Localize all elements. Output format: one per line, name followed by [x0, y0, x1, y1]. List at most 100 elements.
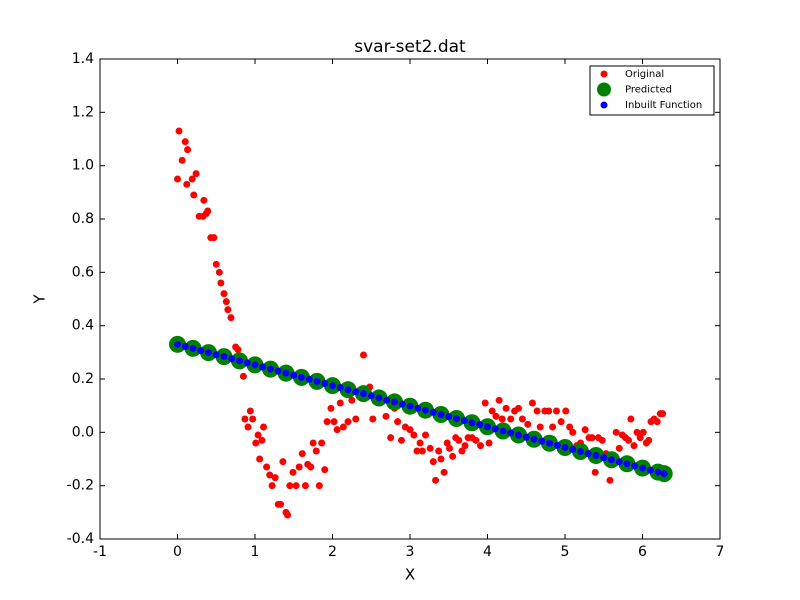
point: [289, 468, 297, 476]
point: [484, 423, 491, 431]
point: [406, 402, 414, 410]
point: [443, 439, 451, 447]
point: [339, 423, 347, 431]
y-tick-label: 1.2: [72, 104, 94, 120]
point: [212, 351, 220, 359]
point: [254, 431, 262, 439]
point: [352, 415, 360, 423]
point: [491, 425, 499, 433]
point: [394, 418, 402, 426]
y-tick-label: 0.4: [72, 318, 94, 334]
point: [577, 448, 584, 456]
point: [588, 434, 596, 442]
point: [256, 455, 264, 463]
point: [360, 390, 367, 398]
point: [549, 423, 557, 431]
point: [181, 138, 189, 146]
point: [518, 415, 526, 423]
point: [251, 361, 259, 369]
point: [252, 439, 260, 447]
point: [315, 482, 323, 490]
point: [660, 470, 668, 478]
point: [259, 363, 267, 371]
point: [383, 396, 391, 404]
point: [598, 436, 606, 444]
point: [646, 466, 654, 474]
point: [397, 436, 405, 444]
point: [630, 442, 638, 450]
point: [184, 146, 192, 154]
point: [446, 444, 454, 452]
point: [612, 428, 620, 436]
point: [290, 371, 298, 379]
point: [286, 482, 294, 490]
point: [224, 306, 232, 314]
point: [429, 408, 437, 416]
point: [653, 418, 661, 426]
point: [476, 421, 484, 429]
point: [312, 447, 320, 455]
point: [422, 431, 429, 439]
legend-label: Original: [625, 69, 664, 80]
point: [227, 314, 235, 322]
point: [375, 394, 383, 402]
point: [175, 127, 183, 135]
plot-frame: [99, 58, 721, 540]
point: [453, 414, 460, 422]
point: [552, 407, 560, 415]
point: [627, 415, 635, 423]
point: [581, 426, 589, 434]
point: [279, 458, 287, 466]
point: [524, 420, 532, 428]
point: [569, 445, 577, 453]
point: [222, 298, 230, 306]
point: [327, 404, 335, 412]
point: [536, 423, 544, 431]
point: [217, 279, 225, 287]
point: [432, 476, 440, 484]
point: [615, 458, 623, 466]
point: [639, 428, 647, 436]
point: [189, 344, 197, 352]
x-axis-label: X: [405, 566, 415, 584]
point: [282, 369, 290, 377]
chart-title: svar-set2.dat: [354, 37, 466, 57]
point: [258, 436, 266, 444]
point: [659, 410, 667, 418]
x-tick-label: 2: [328, 544, 337, 560]
point: [249, 415, 257, 423]
point: [260, 423, 268, 431]
point: [522, 433, 530, 441]
point: [271, 474, 279, 482]
point: [398, 400, 406, 408]
point: [546, 439, 553, 447]
point: [437, 410, 445, 418]
point: [241, 415, 249, 423]
point: [174, 175, 181, 183]
x-tick-label: -1: [93, 544, 107, 560]
point: [458, 447, 466, 455]
x-tick-label: 6: [638, 544, 647, 560]
point: [284, 511, 292, 519]
point: [455, 436, 463, 444]
point: [212, 260, 220, 268]
point: [645, 436, 653, 444]
point: [553, 441, 561, 449]
point: [301, 482, 309, 490]
point: [422, 406, 429, 414]
point: [239, 372, 247, 380]
x-tick-label: 4: [483, 544, 492, 560]
point: [515, 404, 522, 412]
point: [309, 439, 317, 447]
point: [566, 423, 574, 431]
point: [215, 268, 223, 276]
point: [636, 434, 644, 442]
point: [298, 450, 306, 458]
point: [591, 468, 599, 476]
point: [263, 463, 271, 471]
point: [584, 450, 592, 458]
point: [348, 396, 356, 404]
point: [220, 353, 228, 361]
point: [569, 428, 577, 436]
